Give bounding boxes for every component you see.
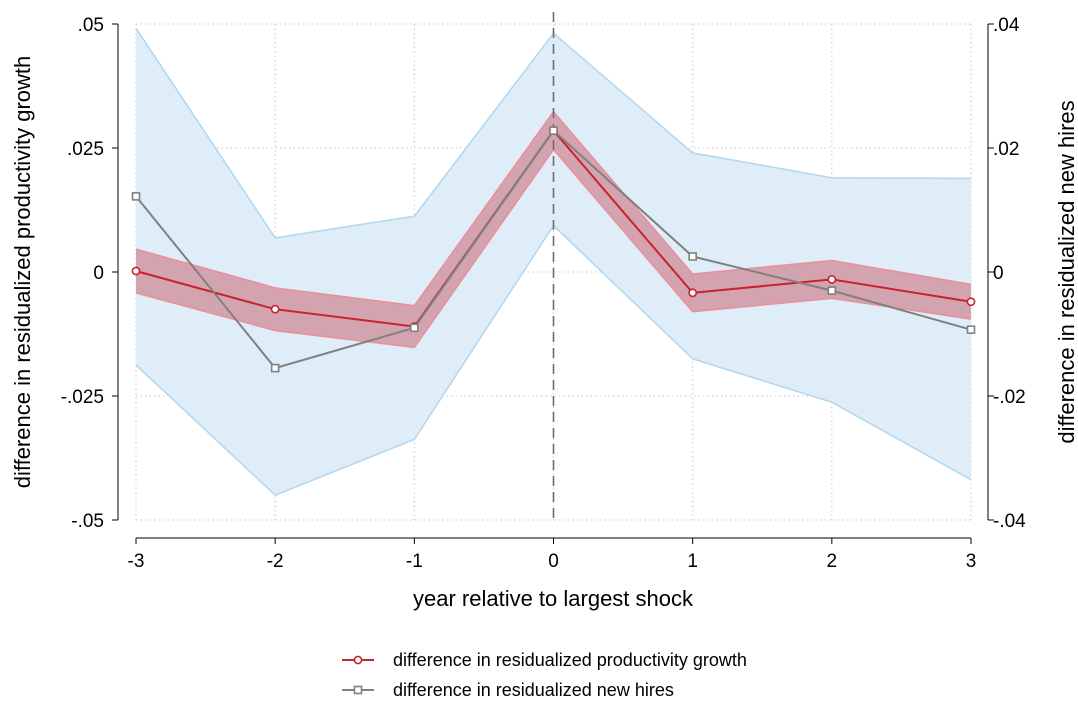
axes: -.05 -.025 0 .025 .05 -.04 -.02 0 .02 .04 -3 -2 -1 0 1… bbox=[61, 15, 1026, 572]
x-tick-label-3: 0 bbox=[548, 551, 559, 572]
x-axis-title: year relative to largest shock bbox=[413, 586, 694, 611]
legend-swatch-productivity-marker bbox=[353, 655, 363, 665]
data-point-series-1-5 bbox=[827, 286, 837, 295]
data-point-series-1-2 bbox=[410, 323, 419, 333]
ci-band-series-1 bbox=[136, 28, 971, 496]
data-point-series-1-6 bbox=[966, 325, 976, 334]
legend-item-productivity: difference in residualized productivity … bbox=[342, 650, 747, 670]
y-tick-label-right-4: .04 bbox=[993, 15, 1020, 36]
legend: difference in residualized productivity … bbox=[342, 650, 747, 700]
y-tick-label-left-3: .025 bbox=[67, 139, 104, 160]
data-point-series-1-0 bbox=[131, 192, 141, 201]
data-point-series-0-4 bbox=[688, 288, 698, 298]
x-tick-label-5: 2 bbox=[827, 551, 838, 572]
y-tick-label-left-2: 0 bbox=[93, 263, 104, 284]
ci-band-series-0 bbox=[136, 111, 971, 348]
y-tick-label-right-2: 0 bbox=[993, 263, 1004, 284]
x-tick-label-1: -2 bbox=[267, 551, 284, 572]
y-tick-label-right-1: -.02 bbox=[993, 387, 1026, 408]
y-axis-title-left: difference in residualized productivity … bbox=[10, 56, 35, 489]
legend-item-new-hires: difference in residualized new hires bbox=[342, 680, 674, 700]
x-tick-label-4: 1 bbox=[687, 551, 698, 572]
data-point-series-0-0 bbox=[131, 266, 141, 276]
y-tick-label-right-3: .02 bbox=[993, 139, 1019, 160]
data-point-series-1-4 bbox=[688, 252, 697, 261]
y-tick-label-left-4: .05 bbox=[78, 15, 104, 36]
y-tick-label-right-0: -.04 bbox=[993, 511, 1026, 532]
data-point-series-0-1 bbox=[270, 304, 280, 314]
x-tick-label-2: -1 bbox=[406, 551, 423, 572]
data-point-series-1-3 bbox=[549, 126, 558, 135]
y-axis-title-right: difference in residualized new hires bbox=[1054, 100, 1078, 443]
data-point-series-1-1 bbox=[270, 363, 280, 373]
data-point-series-0-6 bbox=[966, 297, 976, 307]
x-tick-label-6: 3 bbox=[966, 551, 977, 572]
legend-swatch-new-hires-marker bbox=[353, 685, 363, 695]
data-point-series-0-5 bbox=[827, 275, 837, 284]
x-tick-label-0: -3 bbox=[128, 551, 145, 572]
y-tick-label-left-0: -.05 bbox=[71, 511, 104, 532]
series-markers bbox=[131, 126, 976, 373]
legend-label-new-hires: difference in residualized new hires bbox=[393, 680, 674, 700]
legend-label-productivity: difference in residualized productivity … bbox=[393, 650, 747, 670]
y-tick-label-left-1: -.025 bbox=[61, 387, 104, 408]
